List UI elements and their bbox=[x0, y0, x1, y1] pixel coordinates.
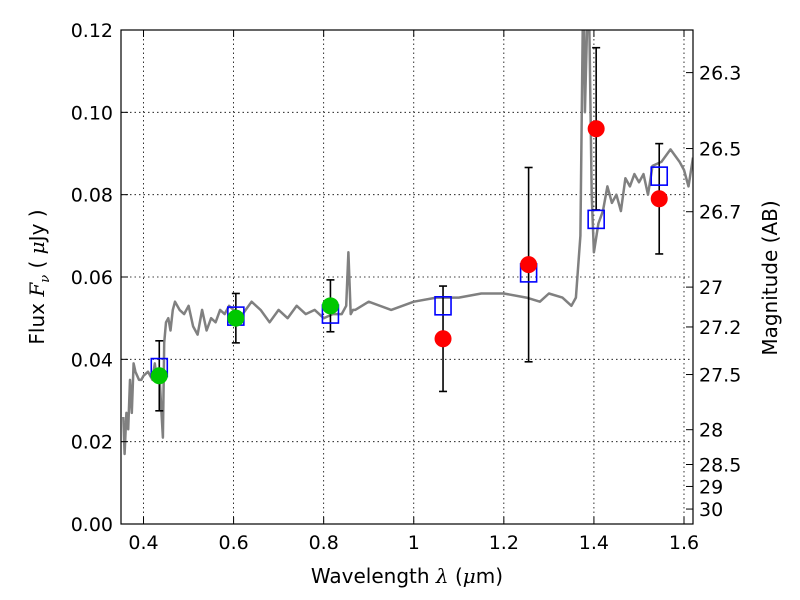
x-tick-label: 1.4 bbox=[579, 532, 609, 554]
y2-axis-label: Magnitude (AB) bbox=[758, 200, 782, 355]
y-tick-label: 0.12 bbox=[71, 20, 113, 42]
nir-photometry-point bbox=[520, 256, 538, 274]
model-point-square bbox=[650, 166, 669, 186]
x-axis-label: Wavelength λ (μm) bbox=[311, 564, 503, 588]
mag-tick-label: 27 bbox=[699, 277, 723, 299]
mag-tick-label: 26.7 bbox=[699, 202, 741, 224]
y-tick-label: 0.00 bbox=[71, 514, 113, 536]
ground-photometry-point bbox=[227, 309, 245, 327]
data-markers bbox=[150, 120, 669, 385]
y-tick-label: 0.02 bbox=[71, 432, 113, 454]
nir-photometry-point bbox=[587, 120, 605, 138]
mag-tick-label: 27.2 bbox=[699, 317, 741, 339]
mag-tick-label: 29 bbox=[699, 476, 723, 498]
model-point-square bbox=[434, 296, 452, 316]
x-tick-label: 0.8 bbox=[309, 532, 339, 554]
ground-photometry-point bbox=[150, 367, 168, 385]
y-tick-label: 0.10 bbox=[71, 102, 113, 124]
model-point-square bbox=[587, 209, 605, 230]
x-tick-label: 1.2 bbox=[489, 532, 519, 554]
x-tick-label: 1.6 bbox=[669, 532, 699, 554]
y-axis-label: Flux Fν ( μJy ) bbox=[25, 209, 53, 344]
x-axis-ticks: 0.4 0.6 0.8 1 1.2 1.4 1.6 bbox=[128, 30, 699, 554]
nir-photometry-point bbox=[434, 330, 452, 348]
mag-tick-label: 28 bbox=[699, 420, 723, 442]
mag-tick-label: 30 bbox=[699, 499, 723, 521]
x-tick-label: 1 bbox=[408, 532, 420, 554]
y-axis-ticks: 0.00 0.02 0.04 0.06 0.08 0.10 0.12 bbox=[71, 20, 128, 536]
mag-tick-label: 28.5 bbox=[699, 454, 741, 476]
x-tick-label: 0.4 bbox=[128, 532, 158, 554]
mag-tick-label: 26.3 bbox=[699, 63, 741, 85]
y-tick-label: 0.04 bbox=[71, 349, 113, 371]
mag-tick-label: 27.5 bbox=[699, 365, 741, 387]
mag-tick-label: 26.5 bbox=[699, 139, 741, 161]
x-tick-label: 0.6 bbox=[218, 532, 248, 554]
ground-photometry-point bbox=[321, 297, 339, 315]
y-tick-label: 0.06 bbox=[71, 267, 113, 289]
y-tick-label: 0.08 bbox=[71, 185, 113, 207]
nir-photometry-point bbox=[650, 190, 668, 208]
